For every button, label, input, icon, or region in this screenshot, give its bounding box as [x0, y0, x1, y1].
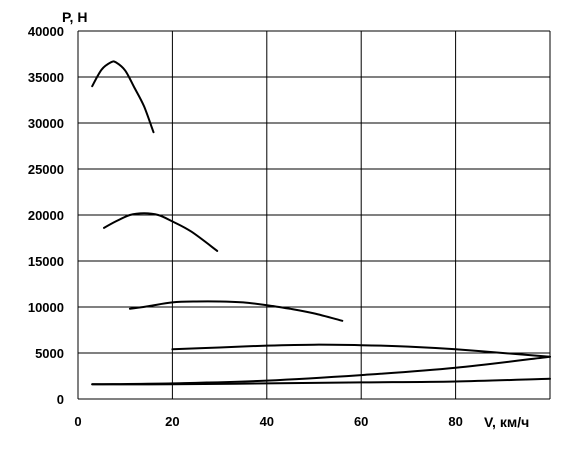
y-tick-label: 35000 — [28, 70, 64, 85]
tick-labels: 0 5000 10000 15000 20000 25000 30000 35000 40000… — [28, 24, 463, 429]
x-tick-label: 40 — [260, 414, 274, 429]
y-tick-label: 0 — [57, 392, 64, 407]
x-tick-label: 80 — [448, 414, 462, 429]
y-tick-label: 10000 — [28, 300, 64, 315]
y-tick-label: 20000 — [28, 208, 64, 223]
x-tick-label: 60 — [354, 414, 368, 429]
y-tick-label: 5000 — [35, 346, 64, 361]
x-tick-label: 20 — [165, 414, 179, 429]
series-line-1 — [91, 60, 155, 134]
series-line-6 — [91, 377, 551, 386]
y-tick-label: 40000 — [28, 24, 64, 39]
x-tick-label: 0 — [74, 414, 81, 429]
y-axis-label: P, Н — [62, 9, 87, 25]
y-tick-label: 30000 — [28, 116, 64, 131]
y-tick-label: 15000 — [28, 254, 64, 269]
series-line-4 — [171, 343, 551, 358]
series-lines — [91, 60, 551, 386]
series-line-2 — [103, 212, 219, 252]
y-tick-label: 25000 — [28, 162, 64, 177]
series-line-3 — [128, 300, 344, 322]
x-axis-label: V, км/ч — [484, 414, 529, 430]
